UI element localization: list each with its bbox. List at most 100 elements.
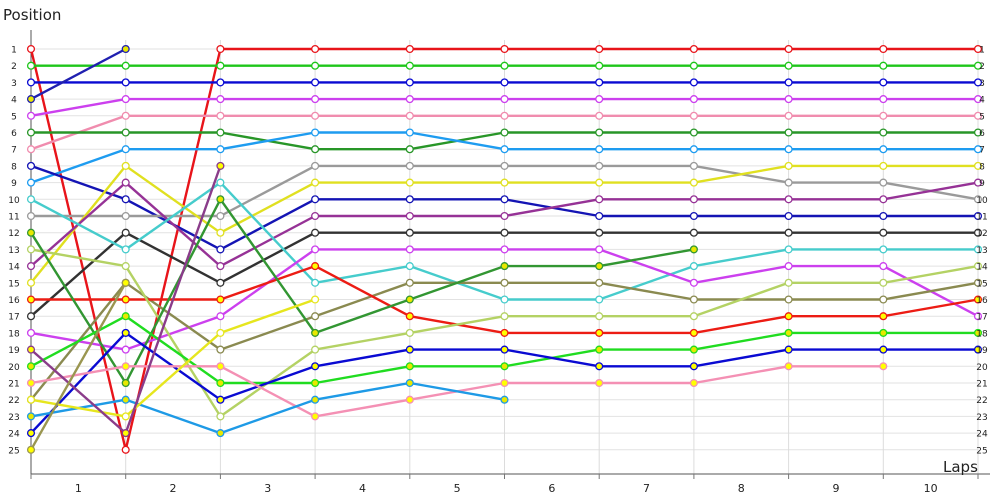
- series-18-point: [121, 262, 130, 271]
- x-tick-label: 2: [170, 482, 177, 495]
- series-lines: [26, 44, 983, 454]
- series-11-point: [595, 178, 604, 187]
- y-tick-label-right: 15: [976, 279, 987, 289]
- series-10-point: [216, 211, 225, 221]
- y-tick-label-right: 20: [976, 363, 988, 373]
- series-7-point: [879, 128, 888, 137]
- series-6-point: [689, 111, 698, 120]
- series-5-point: [879, 95, 888, 104]
- series-10-point: [784, 178, 793, 187]
- series-6-point: [216, 111, 225, 120]
- axes: [30, 30, 990, 479]
- series-25-point: [216, 161, 225, 170]
- series-15-point: [595, 245, 604, 254]
- series-10-point: [405, 161, 414, 170]
- series-14-point: [689, 262, 698, 271]
- series-16-point: [311, 312, 320, 321]
- series-13-point: [311, 228, 320, 237]
- series-8-point: [26, 178, 36, 187]
- series-20-point: [405, 362, 414, 371]
- series-10-point: [689, 161, 698, 170]
- y-tick-label-right: 21: [976, 380, 987, 390]
- series-13-point: [405, 228, 414, 237]
- series-3-point: [784, 78, 793, 87]
- series-16-point: [784, 295, 793, 304]
- series-7-point: [311, 145, 320, 154]
- series-6-point: [405, 111, 414, 120]
- series-2-point: [689, 61, 698, 70]
- x-tick-label: 4: [359, 482, 366, 495]
- series-19-point: [121, 378, 130, 388]
- series-16-point: [879, 295, 888, 304]
- y-tick-label-left: 19: [8, 346, 20, 356]
- y-tick-label-left: 13: [8, 246, 19, 256]
- series-8-point: [879, 145, 888, 154]
- series-21-point: [216, 395, 225, 404]
- series-6-point: [879, 111, 888, 120]
- series-7-point: [973, 128, 983, 137]
- series-20-point: [26, 362, 36, 371]
- series-19-point: [689, 245, 698, 254]
- series-8-point: [595, 145, 604, 154]
- series-6-point: [311, 111, 320, 120]
- series-8-point: [500, 145, 509, 154]
- series-14-point: [26, 195, 36, 204]
- series-10-point: [121, 211, 130, 221]
- series-20-point: [311, 378, 320, 388]
- series-3-point: [405, 78, 414, 87]
- series-9-point: [216, 245, 225, 254]
- series-18-point: [689, 312, 698, 321]
- x-tick-label: 9: [832, 482, 839, 495]
- y-tick-label-left: 2: [11, 62, 17, 72]
- series-12-point: [216, 262, 225, 271]
- series-12-point: [311, 211, 320, 221]
- series-5-point: [216, 95, 225, 104]
- y-tick-label-left: 23: [8, 413, 19, 423]
- series-7-point: [689, 128, 698, 137]
- x-tick-label: 7: [643, 482, 650, 495]
- series-6-point: [500, 111, 509, 120]
- series-3-point: [973, 78, 983, 87]
- series-7-point: [784, 128, 793, 137]
- series-8-point: [311, 128, 320, 137]
- series-25-point: [26, 345, 36, 354]
- y-tick-label-left: 10: [8, 196, 20, 206]
- series-25-point: [121, 429, 130, 438]
- series-22-point: [311, 412, 320, 421]
- series-8-point: [784, 145, 793, 154]
- series-15-point: [784, 262, 793, 271]
- series-18-point: [500, 312, 509, 321]
- x-axis-label: Laps: [943, 458, 978, 476]
- series-23-point: [405, 378, 414, 388]
- y-tick-label-right: 5: [979, 112, 985, 122]
- series-19-point: [311, 328, 320, 337]
- series-18-point: [595, 312, 604, 321]
- x-tick-label: 6: [548, 482, 555, 495]
- series-18-point: [784, 278, 793, 287]
- series-12-point: [26, 262, 36, 271]
- series-2-point: [405, 61, 414, 70]
- x-tick-label: 1: [75, 482, 82, 495]
- series-15-point: [973, 312, 983, 321]
- series-22-point: [879, 362, 888, 371]
- series-1-point: [595, 44, 604, 54]
- series-8-point: [973, 145, 983, 154]
- series-20-point: [216, 378, 225, 388]
- y-tick-label-left: 18: [8, 329, 20, 339]
- series-11-point: [405, 178, 414, 187]
- series-7-point: [121, 128, 130, 137]
- series-11-point: [879, 161, 888, 170]
- series-6-point: [121, 111, 130, 120]
- series-3-point: [689, 78, 698, 87]
- series-10-point: [26, 211, 36, 221]
- series-11-point: [689, 178, 698, 187]
- series-13-point: [689, 228, 698, 237]
- series-18-point: [26, 245, 36, 254]
- series-9-point: [689, 211, 698, 221]
- series-12-point: [405, 211, 414, 221]
- series-11-point: [121, 161, 130, 170]
- y-tick-label-left: 17: [8, 313, 19, 323]
- series-18-point: [879, 278, 888, 287]
- series-15-point: [500, 245, 509, 254]
